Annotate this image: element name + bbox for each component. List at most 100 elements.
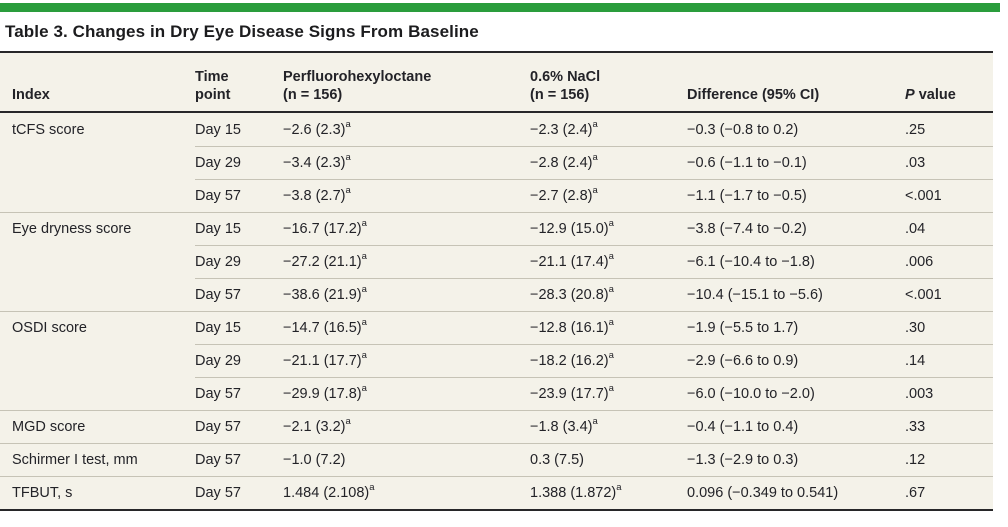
- footnote-a-marker: a: [608, 283, 614, 295]
- difference-cell: −0.4 (−1.1 to 0.4): [687, 419, 799, 435]
- footnote-a-marker: a: [608, 218, 614, 230]
- footnote-a-marker: a: [608, 317, 614, 329]
- footnote-a-marker: a: [369, 482, 375, 494]
- column-header-time-point: Time point: [195, 68, 231, 103]
- p-value-cell: .67: [905, 485, 926, 501]
- table-row: Day 29 −3.4 (2.3)a −2.8 (2.4)a −0.6 (−1.…: [0, 146, 993, 179]
- footnote-a-marker: a: [345, 118, 351, 130]
- nacl-cell: −28.3 (20.8)a: [530, 283, 614, 303]
- index-cell: MGD score: [12, 419, 86, 435]
- p-value-cell: .30: [905, 320, 926, 336]
- footnote-a-marker: a: [592, 184, 598, 196]
- difference-cell: −2.9 (−6.6 to 0.9): [687, 352, 799, 369]
- p-value-cell: .12: [905, 452, 926, 468]
- time-point-cell: Day 15: [195, 221, 241, 237]
- nacl-cell: −1.8 (3.4)a: [530, 416, 598, 435]
- perfluorohexyloctane-cell: −16.7 (17.2)a: [283, 218, 367, 237]
- nacl-cell: −12.9 (15.0)a: [530, 218, 614, 237]
- time-point-cell: Day 57: [195, 419, 241, 435]
- perfluorohexyloctane-cell: −21.1 (17.7)a: [283, 349, 367, 369]
- p-value-cell: .006: [905, 253, 934, 270]
- p-value-cell: <.001: [905, 286, 942, 303]
- difference-cell: −0.3 (−0.8 to 0.2): [687, 121, 799, 138]
- difference-cell: −6.0 (−10.0 to −2.0): [687, 385, 815, 402]
- p-value-cell: .003: [905, 385, 934, 402]
- journal-accent-bar: [0, 3, 1000, 12]
- difference-cell: −1.9 (−5.5 to 1.7): [687, 320, 799, 336]
- difference-cell: −3.8 (−7.4 to −0.2): [687, 221, 807, 237]
- perfluorohexyloctane-cell: −29.9 (17.8)a: [283, 382, 367, 402]
- footnote-a-marker: a: [345, 184, 351, 196]
- difference-cell: −10.4 (−15.1 to −5.6): [687, 286, 823, 303]
- time-point-cell: Day 15: [195, 121, 241, 138]
- footnote-a-marker: a: [592, 416, 598, 428]
- index-cell: TFBUT, s: [12, 485, 73, 501]
- nacl-cell: −2.3 (2.4)a: [530, 118, 598, 138]
- nacl-cell: −21.1 (17.4)a: [530, 250, 614, 270]
- time-point-cell: Day 29: [195, 253, 241, 270]
- difference-cell: −1.1 (−1.7 to −0.5): [687, 187, 807, 204]
- table-row: Day 29 −21.1 (17.7)a −18.2 (16.2)a −2.9 …: [0, 344, 993, 377]
- difference-cell: −0.6 (−1.1 to −0.1): [687, 154, 807, 171]
- table-title: Table 3. Changes in Dry Eye Disease Sign…: [5, 22, 479, 41]
- footnote-a-marker: a: [345, 416, 351, 428]
- footnote-a-marker: a: [608, 349, 614, 361]
- p-value-cell: .14: [905, 352, 926, 369]
- perfluorohexyloctane-cell: −27.2 (21.1)a: [283, 250, 367, 270]
- table-row: tCFS score Day 15 −2.6 (2.3)a −2.3 (2.4)…: [0, 113, 993, 146]
- table-3: Index Time point Perfluorohexyloctane (n =…: [0, 51, 993, 511]
- footnote-a-marker: a: [361, 317, 367, 329]
- difference-cell: −1.3 (−2.9 to 0.3): [687, 452, 799, 468]
- nacl-cell: 1.388 (1.872)a: [530, 482, 622, 501]
- nacl-cell: −2.7 (2.8)a: [530, 184, 598, 204]
- time-point-cell: Day 15: [195, 320, 241, 336]
- footnote-a-marker: a: [361, 218, 367, 230]
- footnote-a-marker: a: [592, 118, 598, 130]
- time-point-cell: Day 57: [195, 485, 241, 501]
- perfluorohexyloctane-cell: −3.8 (2.7)a: [283, 184, 351, 204]
- time-point-cell: Day 57: [195, 286, 241, 303]
- table-row: Schirmer I test, mm Day 57 −1.0 (7.2) 0.…: [0, 443, 993, 476]
- nacl-cell: 0.3 (7.5): [530, 452, 584, 468]
- nacl-cell: −23.9 (17.7)a: [530, 382, 614, 402]
- table-row: Day 57 −3.8 (2.7)a −2.7 (2.8)a −1.1 (−1.…: [0, 179, 993, 212]
- column-header-nacl: 0.6% NaCl (n = 156): [530, 68, 601, 103]
- time-point-cell: Day 29: [195, 352, 241, 369]
- column-header-perfluorohexyloctane: Perfluorohexyloctane (n = 156): [283, 68, 432, 103]
- column-header-difference: Difference (95% CI): [687, 86, 820, 103]
- perfluorohexyloctane-cell: −1.0 (7.2): [283, 452, 346, 468]
- index-cell: tCFS score: [12, 121, 85, 138]
- table-row: Day 57 −29.9 (17.8)a −23.9 (17.7)a −6.0 …: [0, 377, 993, 410]
- perfluorohexyloctane-cell: 1.484 (2.108)a: [283, 482, 375, 501]
- table-row: Day 57 −38.6 (21.9)a −28.3 (20.8)a −10.4…: [0, 278, 993, 311]
- footnote-a-marker: a: [361, 283, 367, 295]
- index-cell: Eye dryness score: [12, 221, 132, 237]
- time-point-cell: Day 29: [195, 154, 241, 171]
- perfluorohexyloctane-cell: −3.4 (2.3)a: [283, 151, 351, 171]
- table-row: Day 29 −27.2 (21.1)a −21.1 (17.4)a −6.1 …: [0, 245, 993, 278]
- table-row: Eye dryness score Day 15 −16.7 (17.2)a −…: [0, 212, 993, 245]
- p-value-cell: <.001: [905, 187, 942, 204]
- footnote-a-marker: a: [361, 349, 367, 361]
- table-row: TFBUT, s Day 57 1.484 (2.108)a 1.388 (1.…: [0, 476, 993, 509]
- nacl-cell: −12.8 (16.1)a: [530, 317, 614, 336]
- footnote-a-marker: a: [608, 250, 614, 262]
- index-cell: OSDI score: [12, 320, 87, 336]
- difference-cell: 0.096 (−0.349 to 0.541): [687, 485, 839, 501]
- perfluorohexyloctane-cell: −38.6 (21.9)a: [283, 283, 367, 303]
- p-value-cell: .04: [905, 221, 926, 237]
- footnote-a-marker: a: [345, 151, 351, 163]
- perfluorohexyloctane-cell: −2.1 (3.2)a: [283, 416, 351, 435]
- table-row: MGD score Day 57 −2.1 (3.2)a −1.8 (3.4)a…: [0, 410, 993, 443]
- column-header-p-value: P value: [905, 86, 956, 103]
- footnote-a-marker: a: [616, 482, 622, 494]
- perfluorohexyloctane-cell: −14.7 (16.5)a: [283, 317, 367, 336]
- table-row: OSDI score Day 15 −14.7 (16.5)a −12.8 (1…: [0, 311, 993, 344]
- p-value-cell: .33: [905, 419, 926, 435]
- time-point-cell: Day 57: [195, 452, 241, 468]
- footnote-a-marker: a: [361, 250, 367, 262]
- footnote-a-marker: a: [608, 382, 614, 394]
- index-cell: Schirmer I test, mm: [12, 452, 138, 468]
- nacl-cell: −2.8 (2.4)a: [530, 151, 598, 171]
- table-body: tCFS score Day 15 −2.6 (2.3)a −2.3 (2.4)…: [0, 113, 993, 509]
